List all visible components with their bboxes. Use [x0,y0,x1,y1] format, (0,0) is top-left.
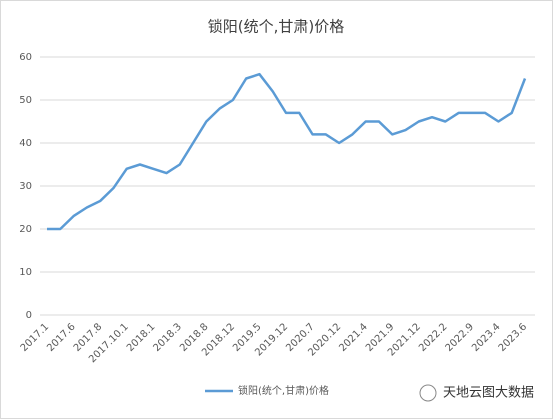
watermark: 天地云图大数据 [443,386,534,401]
y-tick-label: 60 [19,52,32,63]
y-tick-label: 20 [19,224,32,235]
y-tick-label: 30 [19,181,32,192]
chart-title: 锁阳(统个,甘肃)价格 [208,18,344,36]
legend-label: 锁阳(统个,甘肃)价格 [238,384,329,397]
y-tick-label: 10 [19,267,32,278]
watermark-icon [419,384,437,402]
y-tick-label: 0 [26,310,32,321]
line [47,72,527,231]
y-tick-label: 40 [19,138,32,149]
y-tick-label: 50 [19,95,32,106]
